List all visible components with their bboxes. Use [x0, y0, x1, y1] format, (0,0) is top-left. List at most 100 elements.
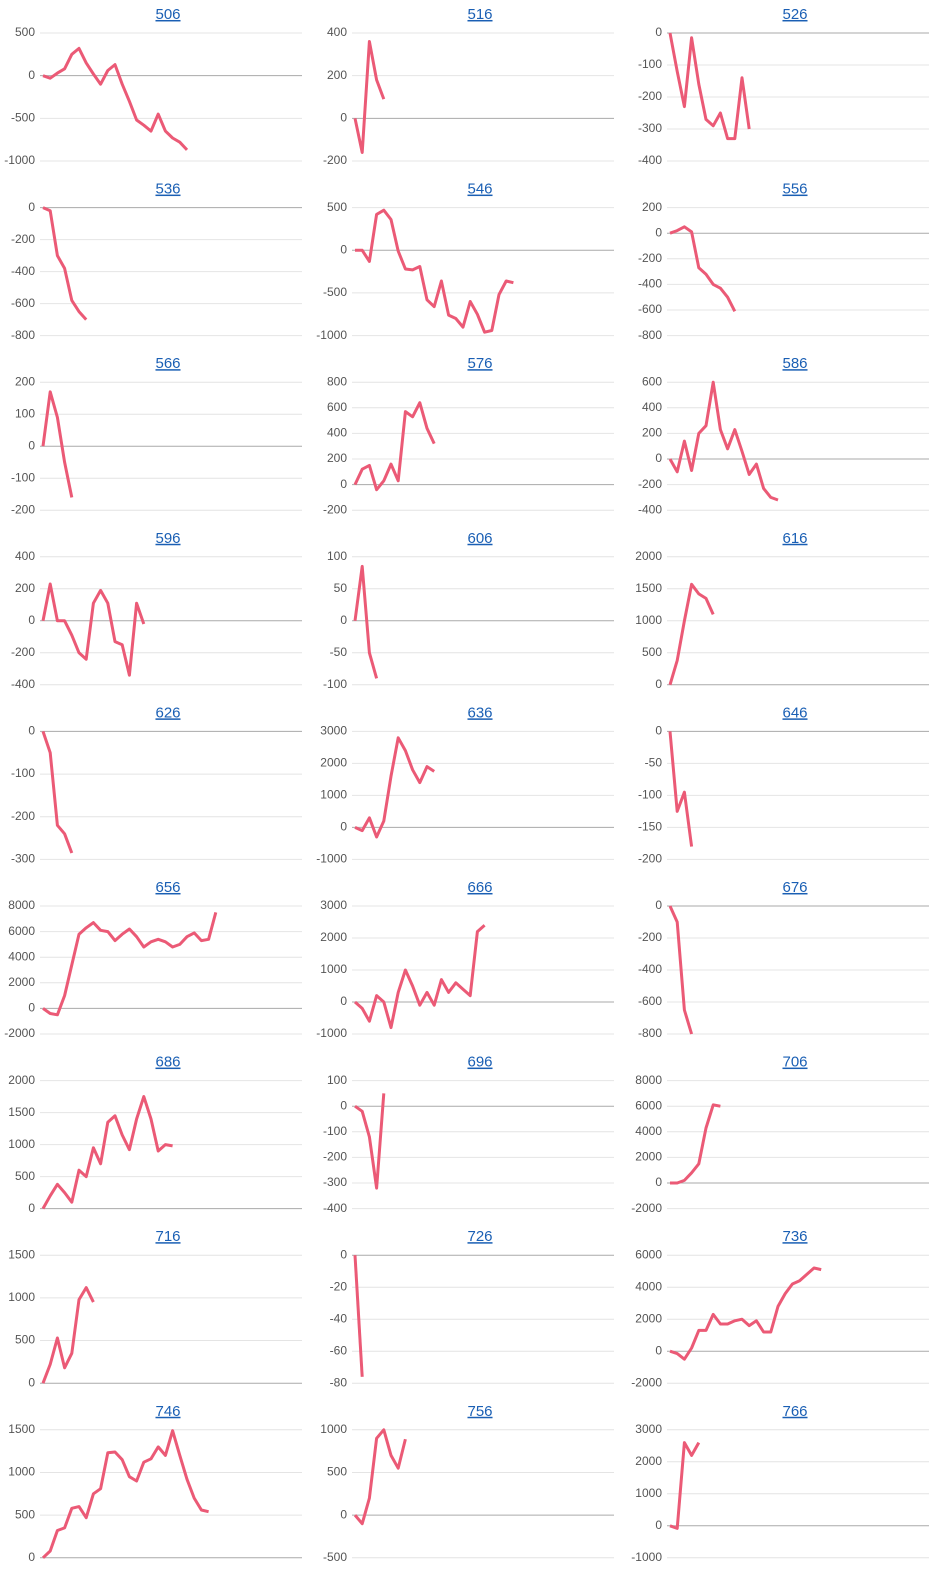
y-tick-label: -200 [638, 852, 662, 866]
y-tick-label: -300 [323, 1175, 347, 1189]
y-tick-label: 0 [340, 1247, 347, 1261]
y-tick-label: 0 [28, 1550, 35, 1564]
y-tick-label: 1500 [8, 1422, 35, 1436]
y-tick-label: -1000 [631, 1550, 662, 1564]
y-tick-label: -200 [638, 251, 662, 265]
chart-title[interactable]: 556 [782, 181, 807, 198]
data-line [41, 390, 74, 498]
data-line [353, 40, 386, 154]
chart-title[interactable]: 726 [467, 1228, 492, 1245]
y-tick-label: 1000 [8, 1290, 35, 1304]
y-tick-label: 0 [28, 1375, 35, 1389]
chart-title[interactable]: 636 [467, 704, 492, 721]
chart-title[interactable]: 576 [467, 355, 492, 372]
chart-title[interactable]: 666 [467, 879, 492, 896]
data-line [669, 225, 737, 312]
y-tick-label: 200 [642, 200, 662, 214]
y-tick-label: -500 [323, 285, 347, 299]
chart-title[interactable]: 656 [155, 879, 180, 896]
y-tick-label: 1000 [320, 788, 347, 802]
data-line [668, 905, 694, 1035]
y-tick-label: -200 [323, 502, 347, 516]
y-tick-label: 0 [655, 1518, 662, 1532]
chart-title[interactable]: 516 [467, 6, 492, 23]
chart-title[interactable]: 586 [782, 355, 807, 372]
chart-title[interactable]: 536 [155, 181, 180, 198]
data-line [42, 912, 218, 1017]
y-tick-label: -200 [323, 153, 347, 167]
chart-title[interactable]: 696 [467, 1054, 492, 1071]
chart-title[interactable]: 526 [782, 6, 807, 23]
y-tick-label: 4000 [635, 1279, 662, 1293]
y-tick-label: 0 [28, 438, 35, 452]
chart-title[interactable]: 736 [782, 1228, 807, 1245]
y-tick-label: 0 [28, 724, 35, 738]
y-tick-label: 0 [655, 1343, 662, 1357]
y-tick-label: -600 [11, 296, 35, 310]
data-line [353, 1255, 364, 1377]
y-tick-label: -200 [11, 502, 35, 516]
y-tick-label: 0 [655, 451, 662, 465]
data-line [353, 1428, 407, 1526]
data-line [668, 32, 751, 141]
y-tick-label: 0 [655, 25, 662, 39]
y-tick-label: 2000 [635, 549, 662, 563]
y-tick-label: 4000 [635, 1124, 662, 1138]
chart-title[interactable]: 766 [782, 1403, 807, 1420]
y-tick-label: 8000 [8, 898, 35, 912]
y-tick-label: 400 [15, 549, 35, 563]
data-line [669, 1266, 822, 1361]
y-tick-label: 1000 [8, 1137, 35, 1151]
data-line [41, 1095, 173, 1210]
y-tick-label: -300 [11, 852, 35, 866]
y-tick-label: 500 [327, 200, 347, 214]
y-tick-label: -800 [11, 328, 35, 342]
chart-title[interactable]: 706 [782, 1054, 807, 1071]
y-tick-label: 400 [327, 25, 347, 39]
y-tick-label: -80 [330, 1375, 348, 1389]
data-line [41, 730, 74, 854]
y-tick-label: -200 [638, 89, 662, 103]
chart-title[interactable]: 716 [155, 1228, 180, 1245]
chart-title[interactable]: 686 [155, 1054, 180, 1071]
chart-title[interactable]: 746 [155, 1403, 180, 1420]
chart-title[interactable]: 596 [155, 530, 180, 547]
chart-title[interactable]: 566 [155, 355, 180, 372]
y-tick-label: -150 [638, 820, 662, 834]
y-tick-label: 2000 [8, 1073, 35, 1087]
chart-title[interactable]: 676 [782, 879, 807, 896]
chart-title[interactable]: 616 [782, 530, 807, 547]
y-tick-label: -200 [638, 477, 662, 491]
data-line [41, 582, 146, 677]
y-tick-label: 3000 [635, 1422, 662, 1436]
data-line [41, 1286, 95, 1384]
y-tick-label: 1000 [320, 1422, 347, 1436]
y-tick-label: 500 [15, 25, 35, 39]
y-tick-label: 4000 [8, 949, 35, 963]
y-tick-label: -20 [330, 1279, 348, 1293]
chart-title[interactable]: 626 [155, 704, 180, 721]
y-tick-label: -400 [11, 264, 35, 278]
y-tick-label: 0 [340, 820, 347, 834]
y-tick-label: 2000 [320, 756, 347, 770]
chart-title[interactable]: 506 [155, 6, 180, 23]
y-tick-label: 500 [327, 1465, 347, 1479]
y-tick-label: 0 [655, 1175, 662, 1189]
y-tick-label: -500 [323, 1550, 347, 1564]
y-tick-label: 2000 [320, 930, 347, 944]
y-tick-label: 0 [28, 200, 35, 214]
data-line [41, 1429, 209, 1559]
y-tick-label: 0 [340, 613, 347, 627]
chart-title[interactable]: 756 [467, 1403, 492, 1420]
y-tick-label: 1000 [320, 962, 347, 976]
y-tick-label: -100 [638, 57, 662, 71]
y-tick-label: 100 [15, 406, 35, 420]
chart-title[interactable]: 606 [467, 530, 492, 547]
chart-title[interactable]: 646 [782, 704, 807, 721]
chart-title[interactable]: 546 [467, 181, 492, 198]
y-tick-label: 800 [327, 374, 347, 388]
y-tick-label: 1000 [635, 613, 662, 627]
y-tick-label: -800 [638, 328, 662, 342]
y-tick-label: 200 [15, 581, 35, 595]
y-tick-label: 0 [655, 724, 662, 738]
